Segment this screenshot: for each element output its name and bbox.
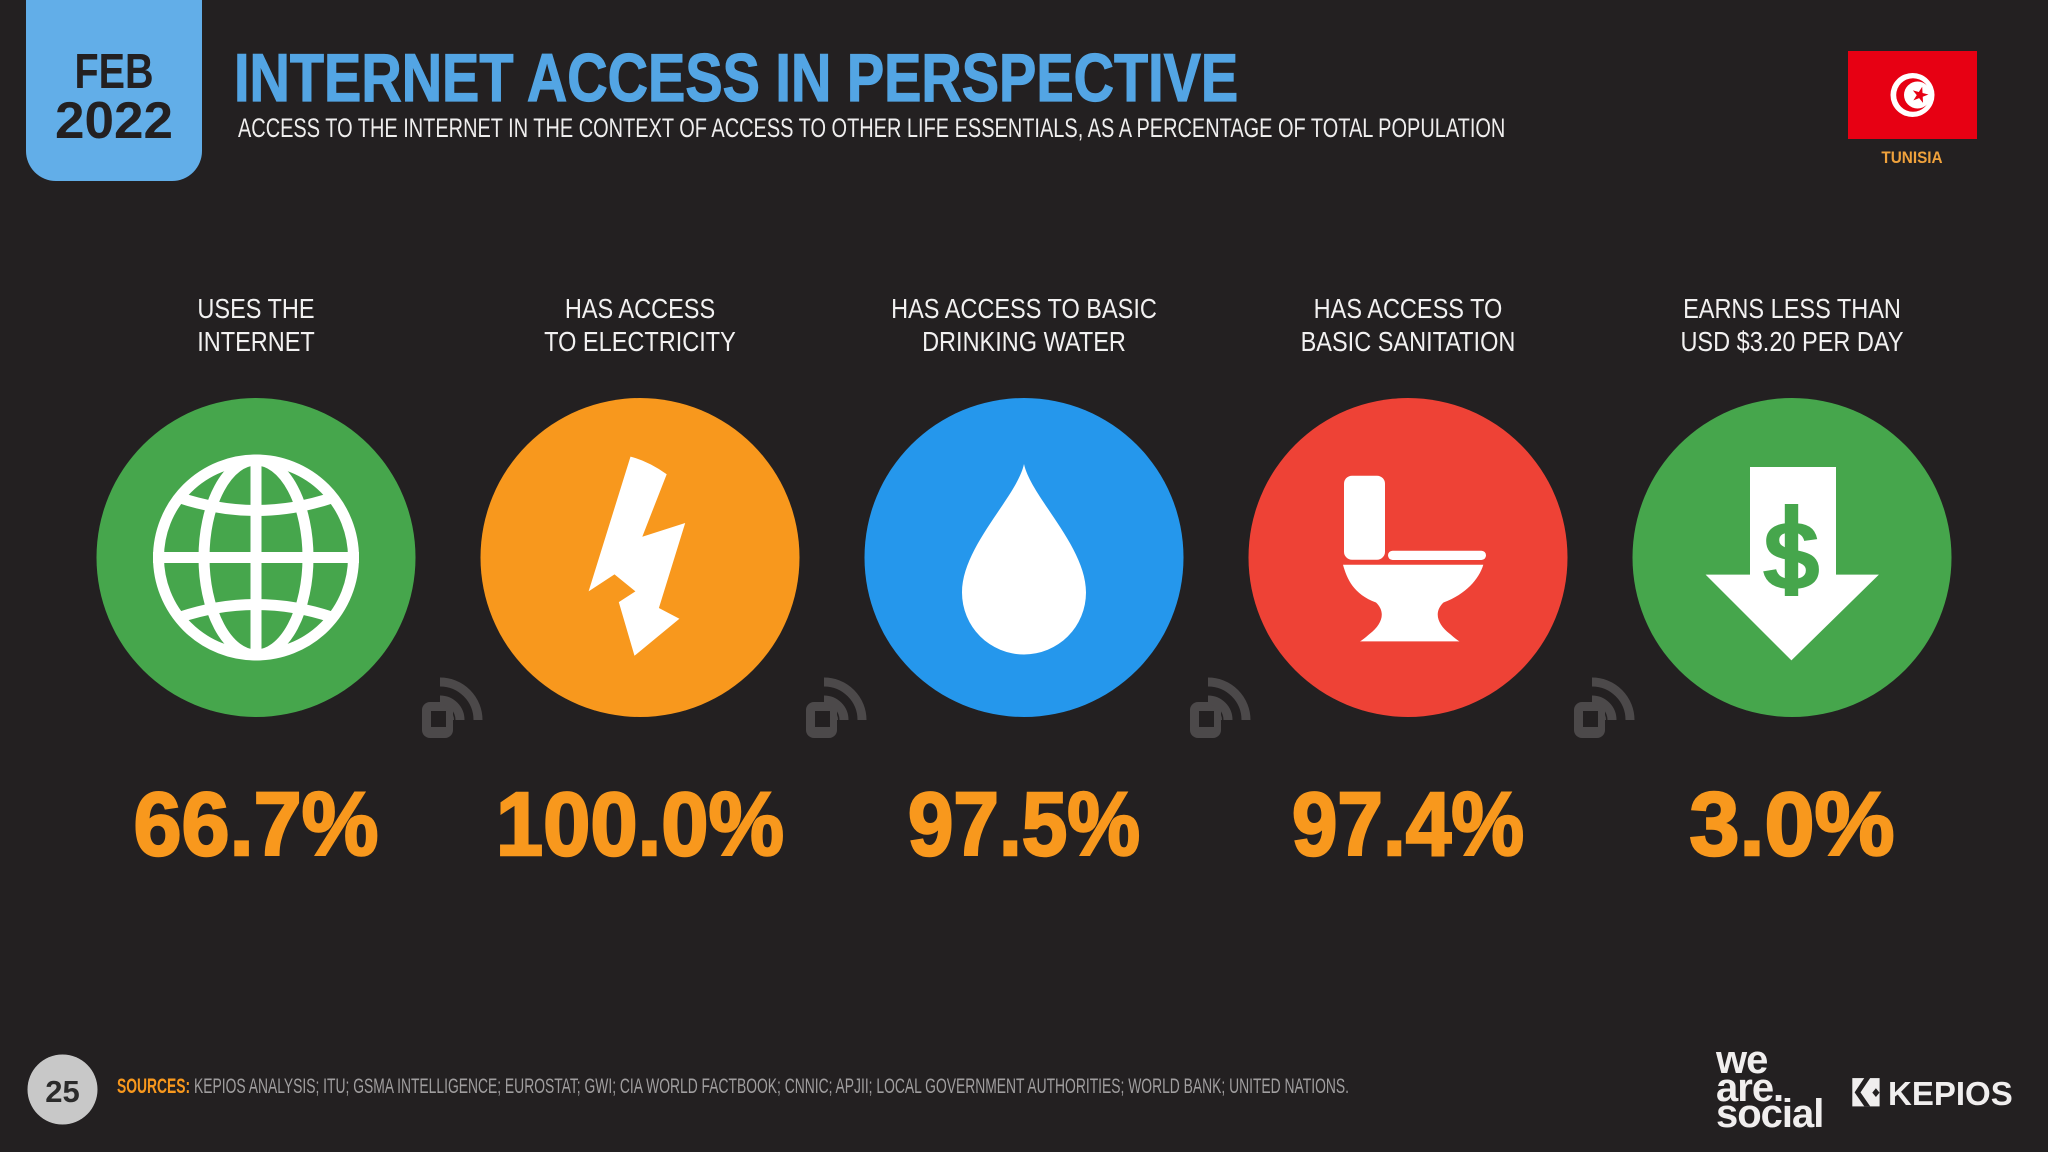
svg-text:S: S <box>1760 504 1822 608</box>
